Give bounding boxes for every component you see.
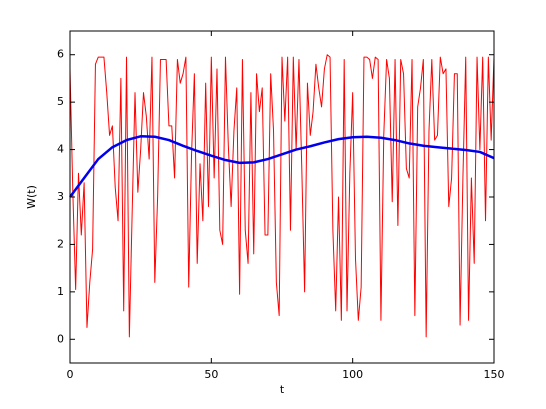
y-tick-label: 1 xyxy=(57,285,64,298)
y-tick-label: 4 xyxy=(57,143,64,156)
x-tick-label: 0 xyxy=(67,368,74,381)
data-line xyxy=(68,135,495,198)
data-line xyxy=(69,54,495,338)
x-tick-label: 150 xyxy=(484,368,505,381)
y-tick-label: 5 xyxy=(57,95,64,108)
y-tick-label: 6 xyxy=(57,48,64,61)
x-tick-label: 100 xyxy=(342,368,363,381)
y-tick-label: 0 xyxy=(57,332,64,345)
x-axis-label: t xyxy=(280,383,285,396)
y-tick-label: 2 xyxy=(57,237,64,250)
y-tick-label: 3 xyxy=(57,190,64,203)
x-tick-label: 50 xyxy=(204,368,218,381)
y-axis-label: W(t) xyxy=(25,185,38,209)
